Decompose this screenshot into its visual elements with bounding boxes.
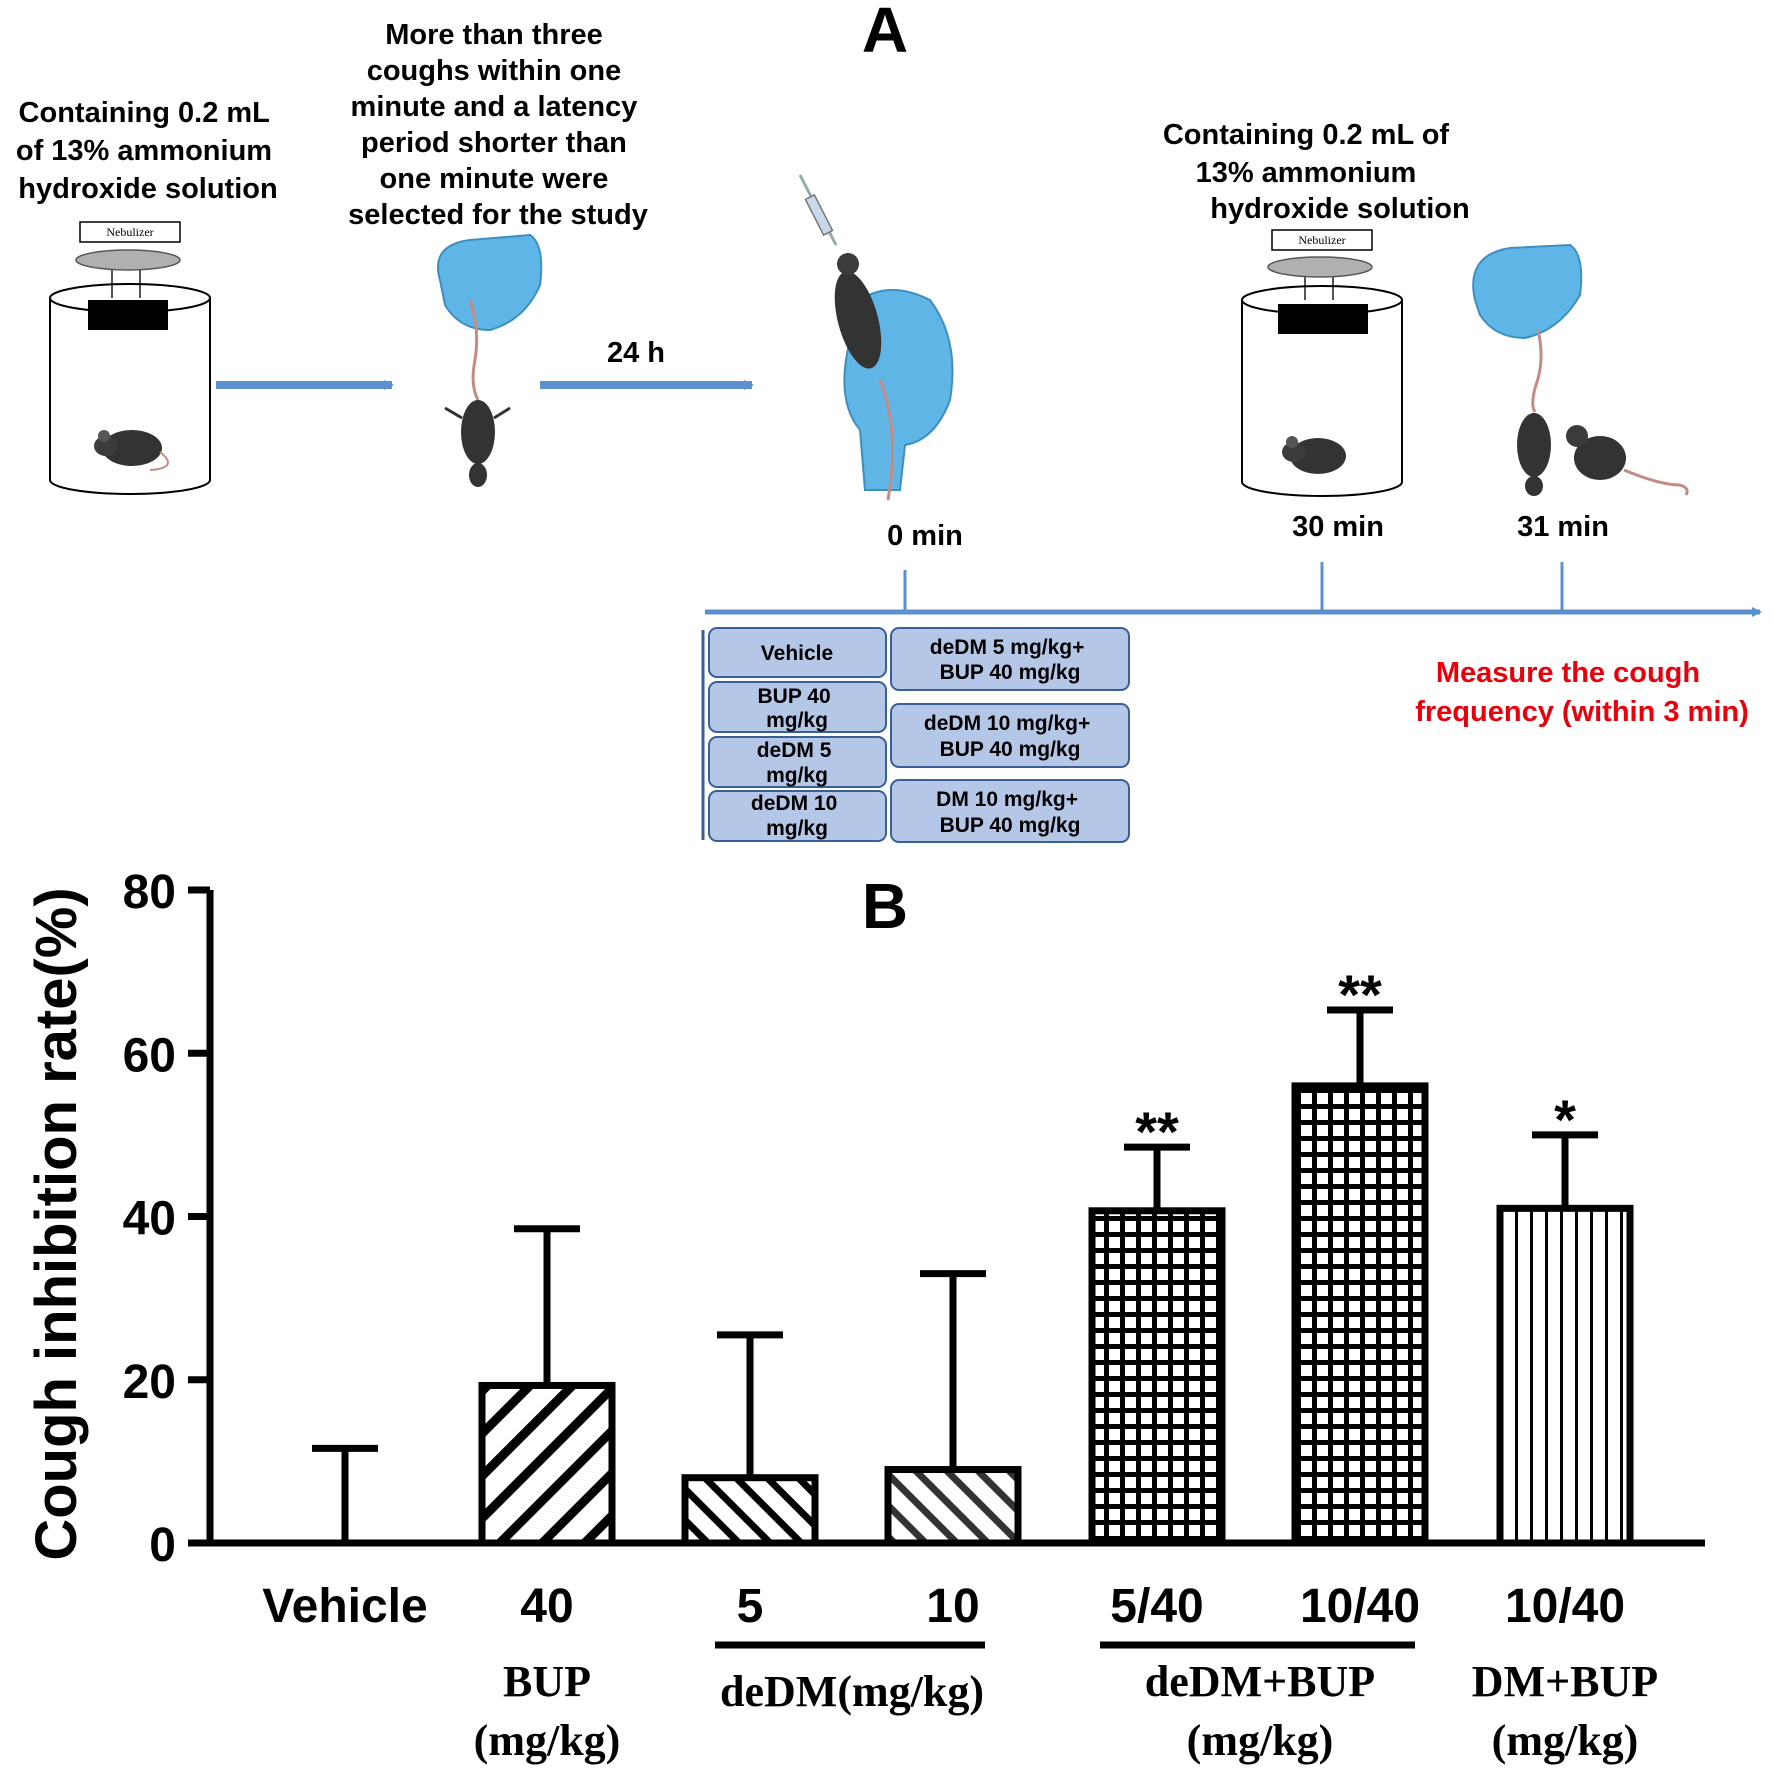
gloved-hand-two-mice-icon bbox=[1472, 243, 1689, 496]
group-box: Vehicle bbox=[708, 627, 887, 678]
step3-caption: Containing 0.2 mL of 13% ammonium hydrox… bbox=[1163, 119, 1470, 225]
group-box-label: BUP 40 mg/kg bbox=[758, 685, 837, 732]
group-label: (mg/kg) bbox=[474, 1716, 621, 1765]
time-label-0: 0 min bbox=[887, 520, 963, 552]
group-box-label: Vehicle bbox=[761, 642, 833, 665]
time-label-30: 30 min bbox=[1292, 511, 1384, 543]
group-box-line: deDM 10 bbox=[751, 792, 837, 815]
step3-line: hydroxide solution bbox=[1210, 193, 1469, 225]
bar bbox=[1088, 1207, 1226, 1547]
group-box: deDM 10 mg/kg+ BUP 40 mg/kg bbox=[890, 703, 1130, 768]
mouse-icon bbox=[1282, 436, 1346, 474]
group-label: (mg/kg) bbox=[1492, 1716, 1639, 1765]
group-box-line: DM 10 mg/kg+ bbox=[936, 788, 1078, 811]
group-box-line: mg/kg bbox=[766, 817, 828, 840]
measure-caption: Measure the cough frequency (within 3 mi… bbox=[1415, 657, 1749, 728]
y-axis-title: Cough inhibition rate(%) bbox=[24, 887, 89, 1560]
group-box-label: deDM 10 mg/kg+ BUP 40 mg/kg bbox=[924, 712, 1096, 761]
x-tick-label: 40 bbox=[520, 1580, 573, 1633]
group-box-line: deDM 10 mg/kg+ bbox=[924, 712, 1090, 735]
x-tick-label: 10/40 bbox=[1505, 1580, 1625, 1633]
nebulizer-block bbox=[88, 300, 168, 330]
significance-marker: ** bbox=[1135, 1100, 1179, 1163]
y-tick-label: 80 bbox=[123, 866, 176, 919]
panel-b-label: B bbox=[862, 870, 908, 942]
nebulizer-chamber-2: Nebulizer bbox=[1241, 229, 1403, 497]
x-tick-label: 5 bbox=[737, 1580, 764, 1633]
group-box: BUP 40 mg/kg bbox=[708, 681, 887, 733]
nebulizer-chamber-1: Nebulizer bbox=[49, 221, 211, 495]
x-tick-labels: Vehicle 40 5 10 5/40 10/40 10/40 BUP (mg/kg) deDM… bbox=[262, 1580, 1658, 1765]
group-box: deDM 10 mg/kg bbox=[708, 790, 887, 842]
group-box-line: deDM 5 bbox=[757, 739, 832, 762]
group-box-line: BUP 40 bbox=[758, 685, 831, 708]
mouse-icon bbox=[94, 430, 169, 471]
nebulizer-label: Nebulizer bbox=[1298, 233, 1345, 247]
step2-line: minute and a latency bbox=[351, 91, 638, 123]
step2-line: period shorter than bbox=[361, 127, 627, 159]
panel-a: A Containing 0.2 mL of 13% ammonium hydr… bbox=[16, 0, 1762, 843]
y-tick-label: 20 bbox=[123, 1356, 176, 1409]
x-tick-label: 10 bbox=[926, 1580, 979, 1633]
group-label: DM+BUP bbox=[1472, 1657, 1658, 1706]
chart-axes: 0 20 40 60 80 bbox=[123, 866, 1705, 1572]
significance-marker: ** bbox=[1338, 963, 1382, 1026]
bar bbox=[1291, 1082, 1429, 1547]
time-label-31: 31 min bbox=[1517, 511, 1609, 543]
measure-line: frequency (within 3 min) bbox=[1415, 696, 1749, 728]
group-box-line: BUP 40 mg/kg bbox=[940, 661, 1081, 684]
x-tick-label: 10/40 bbox=[1300, 1580, 1420, 1633]
nebulizer-block bbox=[1278, 304, 1368, 334]
group-box-label: deDM 5 mg/kg bbox=[757, 739, 838, 787]
group-label: deDM+BUP bbox=[1145, 1657, 1375, 1706]
step2-line: More than three bbox=[385, 19, 603, 51]
bar bbox=[681, 1474, 819, 1547]
step2-caption: More than three coughs within one minute… bbox=[348, 19, 648, 231]
y-tick-label: 0 bbox=[149, 1519, 176, 1572]
step1-caption: Containing 0.2 mL of 13% ammonium hydrox… bbox=[16, 97, 280, 205]
measure-line: Measure the cough bbox=[1436, 657, 1700, 689]
group-box: DM 10 mg/kg+ BUP 40 mg/kg bbox=[890, 779, 1130, 843]
step2-line: selected for the study bbox=[348, 199, 648, 231]
x-tick-label: 5/40 bbox=[1110, 1580, 1203, 1633]
timeline: 0 min 30 min 31 min bbox=[705, 511, 1762, 617]
gloved-hand-tail-hold-icon bbox=[437, 233, 543, 487]
nebulizer-label: Nebulizer bbox=[106, 225, 153, 239]
y-tick-label: 60 bbox=[123, 1029, 176, 1082]
bar bbox=[1496, 1204, 1634, 1547]
step3-line: 13% ammonium bbox=[1196, 157, 1417, 189]
injection-hand-icon bbox=[798, 174, 954, 501]
step1-line: of 13% ammonium bbox=[16, 135, 272, 167]
bar bbox=[478, 1381, 616, 1547]
nebulizer-label-box bbox=[1271, 229, 1373, 251]
bar bbox=[884, 1466, 1022, 1547]
group-box: deDM 5 mg/kg+ BUP 40 mg/kg bbox=[890, 627, 1130, 691]
group-label: deDM(mg/kg) bbox=[720, 1667, 984, 1716]
panel-a-label: A bbox=[862, 0, 908, 66]
step2-line: coughs within one bbox=[367, 55, 622, 87]
group-box-line: mg/kg bbox=[766, 709, 828, 732]
group-box: deDM 5 mg/kg bbox=[708, 736, 887, 788]
chart-bars: ***** bbox=[312, 963, 1634, 1547]
group-box-label: DM 10 mg/kg+ BUP 40 mg/kg bbox=[936, 788, 1084, 837]
nebulizer-label-box bbox=[79, 221, 181, 243]
step1-line: Containing 0.2 mL bbox=[19, 97, 270, 129]
significance-marker: * bbox=[1554, 1088, 1576, 1151]
x-tick-label: Vehicle bbox=[262, 1580, 427, 1633]
group-box-label: deDM 10 mg/kg bbox=[751, 792, 843, 840]
group-box-line: BUP 40 mg/kg bbox=[940, 814, 1081, 837]
group-box-label: deDM 5 mg/kg+ BUP 40 mg/kg bbox=[930, 636, 1090, 684]
step2-line: one minute were bbox=[380, 163, 609, 195]
group-box-line: mg/kg bbox=[766, 764, 828, 787]
group-label: BUP bbox=[503, 1657, 591, 1706]
group-box-line: BUP 40 mg/kg bbox=[940, 738, 1081, 761]
y-tick-label: 40 bbox=[123, 1193, 176, 1246]
group-label: (mg/kg) bbox=[1187, 1716, 1334, 1765]
arrow-24h-label: 24 h bbox=[607, 337, 665, 369]
group-box-line: deDM 5 mg/kg+ bbox=[930, 636, 1085, 659]
step1-line: hydroxide solution bbox=[18, 173, 277, 205]
step3-line: Containing 0.2 mL of bbox=[1163, 119, 1450, 151]
